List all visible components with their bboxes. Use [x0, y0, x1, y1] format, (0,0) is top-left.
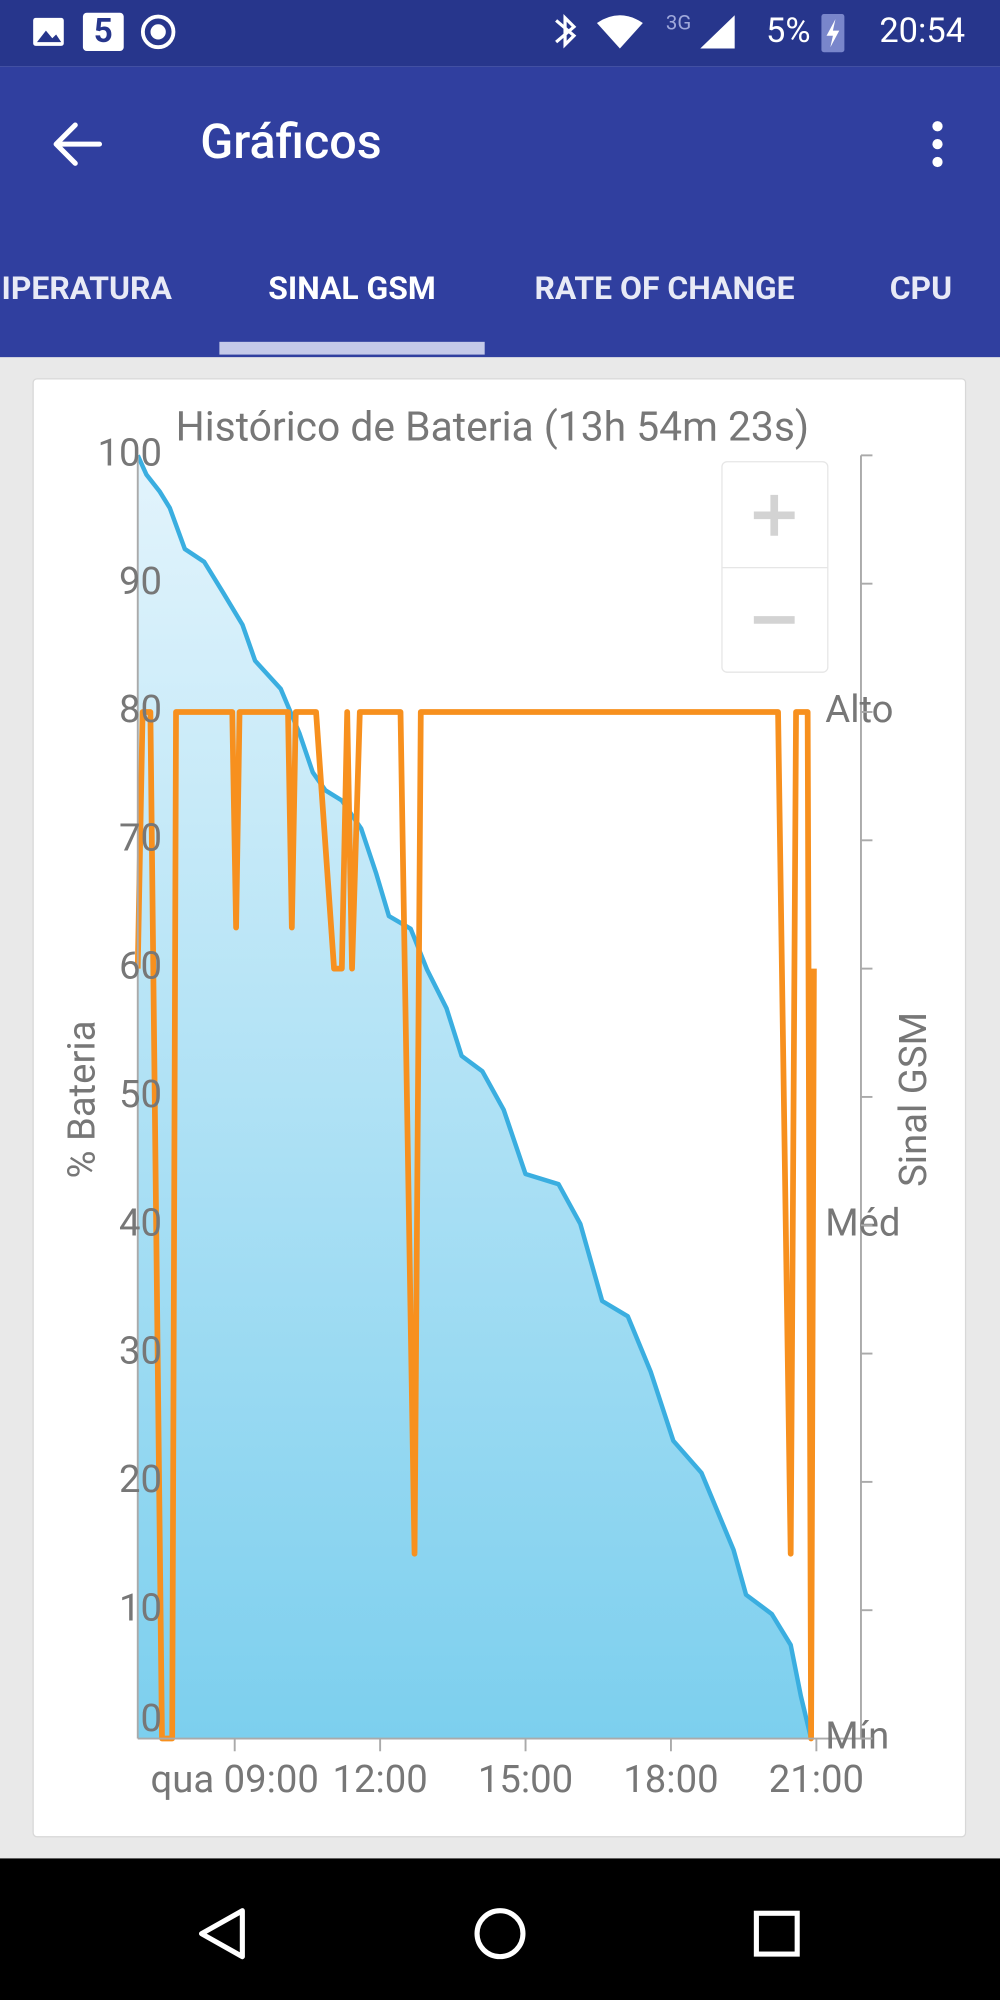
menu-dot[interactable]: [932, 156, 943, 168]
zoom-in[interactable]: [753, 494, 795, 536]
tab-label[interactable]: SINAL GSM: [268, 269, 436, 307]
x-tick-label: 18:00: [623, 1758, 718, 1802]
x-tick-label: 12:00: [332, 1758, 427, 1802]
back-arrow[interactable]: [53, 122, 103, 166]
data-line: [135, 454, 814, 1740]
bluetooth-icon: [555, 14, 577, 49]
signal-icon: [700, 15, 735, 49]
zoom-controls: [721, 461, 829, 673]
y2-tick-label: Mín: [825, 1715, 889, 1759]
nav-back[interactable]: [198, 1908, 245, 1960]
nav-recents[interactable]: [753, 1910, 800, 1957]
menu-dot[interactable]: [932, 121, 943, 132]
nav-home[interactable]: [474, 1908, 526, 1960]
network-type: 3G: [666, 11, 691, 35]
battery-percent: 5%: [766, 11, 811, 51]
charging-icon: [826, 19, 840, 48]
app-bar: [0, 66, 1000, 358]
menu-dot[interactable]: [932, 139, 943, 150]
notification-count: 5: [94, 12, 113, 51]
data-line: [134, 709, 817, 1742]
y-tick-label: 90: [119, 560, 162, 604]
y-tick-label: 40: [119, 1201, 162, 1245]
x-tick-label: qua 09:00: [151, 1758, 319, 1802]
area-fill: [137, 455, 812, 1739]
y-tick-label: 60: [119, 945, 162, 989]
chart: Histórico de Bateria (13h 54m 23s) % Bate…: [60, 403, 936, 1802]
y-axis-label: % Bateria: [60, 1020, 104, 1178]
navigation-bar: [0, 1858, 1000, 2000]
y-tick-label: 50: [119, 1073, 162, 1117]
y-tick-label: 10: [119, 1586, 162, 1630]
app-title: Gráficos: [200, 113, 381, 170]
y-tick-label: 20: [119, 1458, 162, 1502]
notification-icon: [82, 12, 124, 52]
y2-tick-label: Méd: [825, 1201, 900, 1245]
status-bar: [0, 0, 1000, 67]
x-tick-label: 15:00: [478, 1758, 573, 1802]
wifi-icon: [596, 15, 643, 49]
zoom-box: [721, 461, 829, 673]
overflow-menu[interactable]: [932, 121, 943, 168]
tab-label[interactable]: IPERATURA: [2, 269, 173, 307]
tab-label[interactable]: RATE OF CHANGE: [534, 269, 794, 307]
y-tick-label: 100: [97, 431, 161, 475]
chart-title: Histórico de Bateria (13h 54m 23s): [176, 403, 809, 451]
y-tick-label: 70: [119, 816, 162, 860]
y-tick-label: 30: [119, 1330, 162, 1374]
app-icon: [140, 14, 176, 50]
image-icon-glyph: [36, 30, 62, 43]
y2-tick-label: Alto: [825, 688, 893, 732]
back-button[interactable]: [53, 122, 103, 166]
tab-label[interactable]: CPU: [890, 269, 952, 307]
y-tick-label: 80: [119, 688, 162, 732]
y-tick-label: 0: [140, 1697, 162, 1741]
app-icon-dot: [150, 24, 166, 40]
tab-bar: IPERATURA SINAL GSM RATE OF CHANGE CPU: [2, 269, 952, 355]
x-tick-label: 21:00: [769, 1758, 864, 1802]
tab-indicator: [219, 341, 485, 355]
y2-axis-label: Sinal GSM: [892, 1012, 936, 1187]
clock: 20:54: [879, 11, 965, 51]
